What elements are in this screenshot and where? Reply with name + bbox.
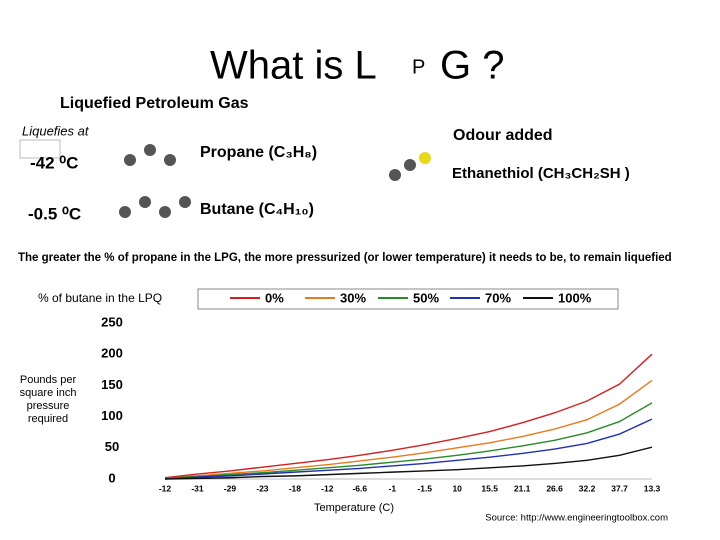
series-line — [164, 418, 653, 480]
x-tick-label: -1.5 — [417, 483, 432, 493]
y-label: Pounds per square inch pressure required — [20, 374, 77, 425]
subtitle: Liquefied Petroleum Gas — [60, 95, 249, 112]
series-line — [164, 353, 653, 479]
legend-title: % of butane in the LPQ — [38, 291, 162, 305]
legend-label: 100% — [558, 290, 592, 305]
label: Odour added — [453, 127, 553, 144]
label: Liquefies at — [22, 123, 90, 138]
series-line — [164, 402, 653, 480]
y-tick-label: 50 — [105, 439, 119, 454]
series-line — [164, 379, 653, 480]
x-tick-label: -18 — [289, 483, 302, 493]
x-tick-label: -1 — [388, 483, 396, 493]
label: Butane (C₄H₁₀) — [200, 201, 314, 218]
y-tick-label: 250 — [101, 314, 123, 329]
legend-label: 70% — [485, 290, 511, 305]
y-tick-label: 100 — [101, 408, 123, 423]
x-tick-label: 32.2 — [579, 483, 596, 493]
source: Source: http://www.engineeringtoolbox.co… — [485, 513, 668, 524]
x-tick-label: 21.1 — [514, 483, 531, 493]
x-tick-label: -12 — [159, 483, 172, 493]
x-tick-label: -31 — [191, 483, 204, 493]
x-tick-label: 37.7 — [611, 483, 628, 493]
x-tick-label: 13.3 — [644, 483, 661, 493]
x-tick-label: -29 — [224, 483, 237, 493]
note: The greater the % of propane in the LPG,… — [18, 252, 672, 264]
temp: -42 ⁰C — [30, 153, 78, 172]
title-small: P — [412, 56, 425, 78]
frame — [19, 139, 61, 159]
y-tick-label: 0 — [108, 470, 115, 485]
title: G ? — [440, 44, 504, 88]
x-tick-label: -6.6 — [352, 483, 367, 493]
label: Propane (C₃H₈) — [200, 144, 317, 161]
x-tick-label: 10 — [452, 483, 462, 493]
series-line — [164, 446, 653, 480]
x-tick-label: -12 — [321, 483, 334, 493]
legend-label: 0% — [265, 290, 284, 305]
legend-label: 50% — [413, 290, 439, 305]
title: What is L — [210, 44, 377, 88]
molecule — [119, 144, 431, 218]
y-tick-label: 200 — [101, 346, 123, 361]
x-tick-label: 26.6 — [546, 483, 563, 493]
legend-box — [197, 288, 619, 310]
label: Ethanethiol (CH₃CH₂SH ) — [452, 165, 630, 182]
x-tick-label: 15.5 — [481, 483, 498, 493]
y-tick-label: 150 — [101, 377, 123, 392]
x-label: Temperature (C) — [314, 502, 394, 514]
legend-label: 30% — [340, 290, 366, 305]
x-tick-label: -23 — [256, 483, 269, 493]
temp: -0.5 ⁰C — [28, 204, 81, 223]
